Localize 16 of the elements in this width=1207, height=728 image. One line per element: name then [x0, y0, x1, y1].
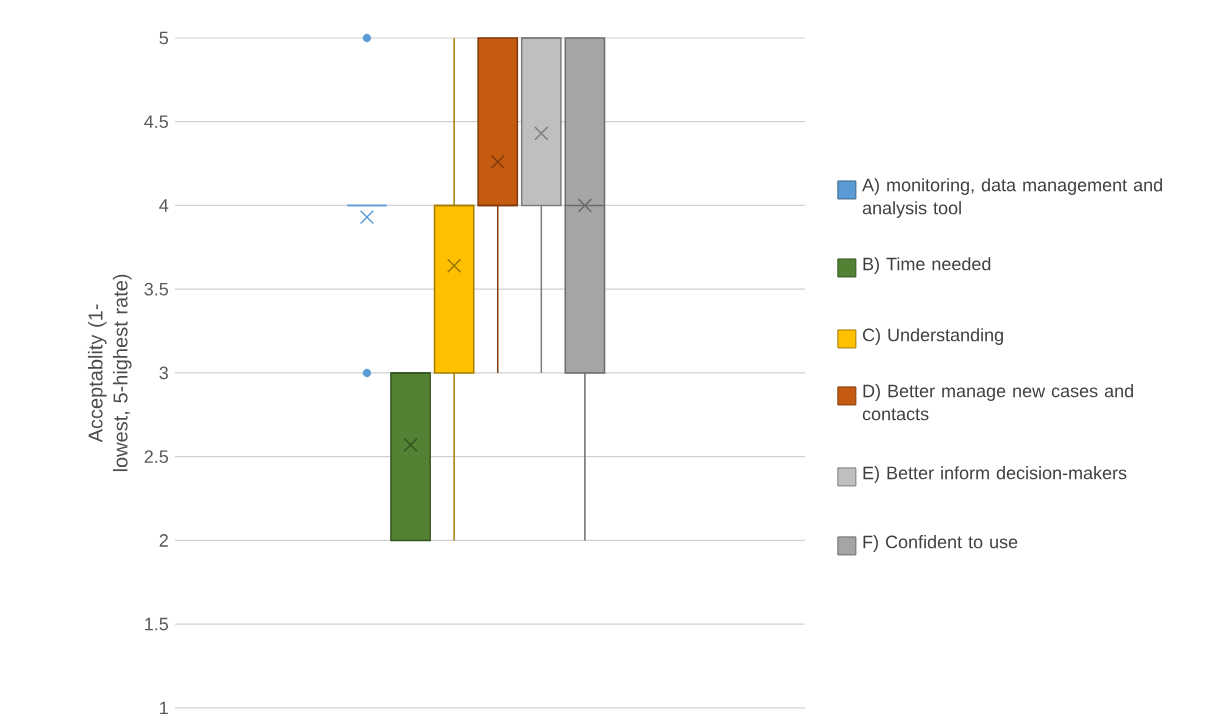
y-tick-label: 1 — [160, 701, 168, 715]
y-axis-title: Acceptablity (1- lowest, 5-highest rate) — [87, 274, 132, 472]
y-tick-label: 4.5 — [144, 115, 169, 129]
legend-label: C) Understanding — [862, 328, 1003, 345]
y-tick-label: 2.5 — [144, 450, 169, 464]
legend-label: F) Confident to use — [863, 535, 1018, 552]
legend-label: D) Better manage new cases and contacts — [862, 384, 1133, 421]
y-tick-label: 2 — [159, 534, 168, 547]
legend-label: B) Time needed — [863, 257, 991, 274]
y-tick-label: 3 — [159, 366, 168, 380]
legend-label: E) Better inform decision-makers — [863, 466, 1127, 483]
legend-label: A) monitoring, data management and analysis tool — [862, 178, 1162, 218]
y-tick-label: 5 — [159, 31, 169, 45]
y-tick-label: 3.5 — [144, 282, 169, 296]
y-tick-label: 1.5 — [145, 617, 169, 631]
y-tick-label: 4 — [159, 199, 169, 212]
